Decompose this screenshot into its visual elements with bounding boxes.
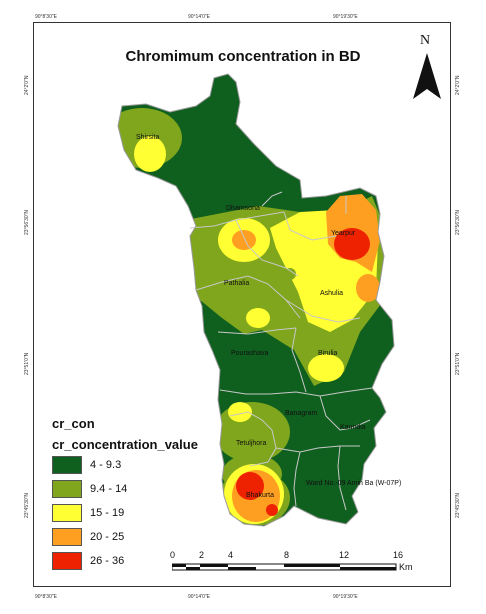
legend-layer-name: cr_con [52, 416, 95, 431]
legend-field-name: cr_concentration_value [52, 437, 198, 452]
place-label-shirsita: Shirsita [136, 134, 160, 141]
north-arrow-icon [413, 53, 441, 99]
legend-label: 15 - 19 [90, 507, 125, 519]
scale-tick-label: 2 [199, 550, 205, 560]
scale-unit: Km [399, 562, 413, 572]
bottom-longitude-label-3: 90°19'30"E [333, 594, 358, 600]
place-label-pourashava: Pourashava [231, 350, 269, 357]
bottom-longitude-label-2: 90°14'0"E [188, 594, 210, 600]
place-label-birulia: Birulia [318, 350, 338, 357]
legend-row: 26 - 36 [52, 550, 222, 572]
legend-label: 9.4 - 14 [90, 483, 128, 495]
legend-row: 4 - 9.3 [52, 454, 222, 476]
place-label-kaundia: Kaundia [340, 424, 366, 431]
scale-tick-label: 8 [284, 550, 290, 560]
legend-label: 26 - 36 [90, 555, 125, 567]
legend-swatch [52, 456, 82, 474]
legend-swatch [52, 480, 82, 498]
map-title: Chromimum concentration in BD [125, 48, 361, 65]
place-label-yearpur: Yearpur [331, 230, 356, 237]
north-label: N [420, 33, 431, 48]
place-label-ward: Ward No.-09 Amin Ba (W-07P) [306, 480, 402, 487]
place-label-ashulia: Ashulia [320, 290, 343, 297]
place-label-banagram: Banagram [285, 410, 318, 417]
scale-tick-label: 4 [228, 550, 234, 560]
top-longitude-label-3: 90°19'30"E [333, 14, 358, 20]
place-label-dhamsona: Dhamsona [226, 205, 260, 212]
union-boundaries [189, 191, 373, 511]
legend-row: 15 - 19 [52, 502, 222, 524]
scale-tick-label: 12 [339, 550, 350, 560]
place-label-tetuljhora: Tetuljhora [236, 440, 267, 447]
place-label-pathalia: Pathalia [224, 280, 250, 287]
top-longitude-label-1: 90°8'30"E [35, 14, 57, 20]
legend-swatch [52, 504, 82, 522]
map-frame [33, 22, 451, 587]
legend-label: 20 - 25 [90, 531, 125, 543]
scale-tick-label: 0 [170, 550, 176, 560]
bottom-longitude-label-1: 90°8'30"E [35, 594, 57, 600]
legend-label: 4 - 9.3 [90, 459, 122, 471]
top-longitude-label-2: 90°14'0"E [188, 14, 210, 20]
place-label-bhakurta: Bhakurta [246, 492, 275, 499]
scale-bar [172, 563, 397, 571]
legend-swatch [52, 552, 82, 570]
legend-row: 9.4 - 14 [52, 478, 222, 500]
legend-swatch [52, 528, 82, 546]
legend-row: 20 - 25 [52, 526, 222, 548]
legend: cr_con cr_concentration_value 4 - 9.3 9.… [52, 416, 222, 572]
scale-tick-label: 16 [393, 550, 404, 560]
study-area-outline [117, 73, 395, 527]
